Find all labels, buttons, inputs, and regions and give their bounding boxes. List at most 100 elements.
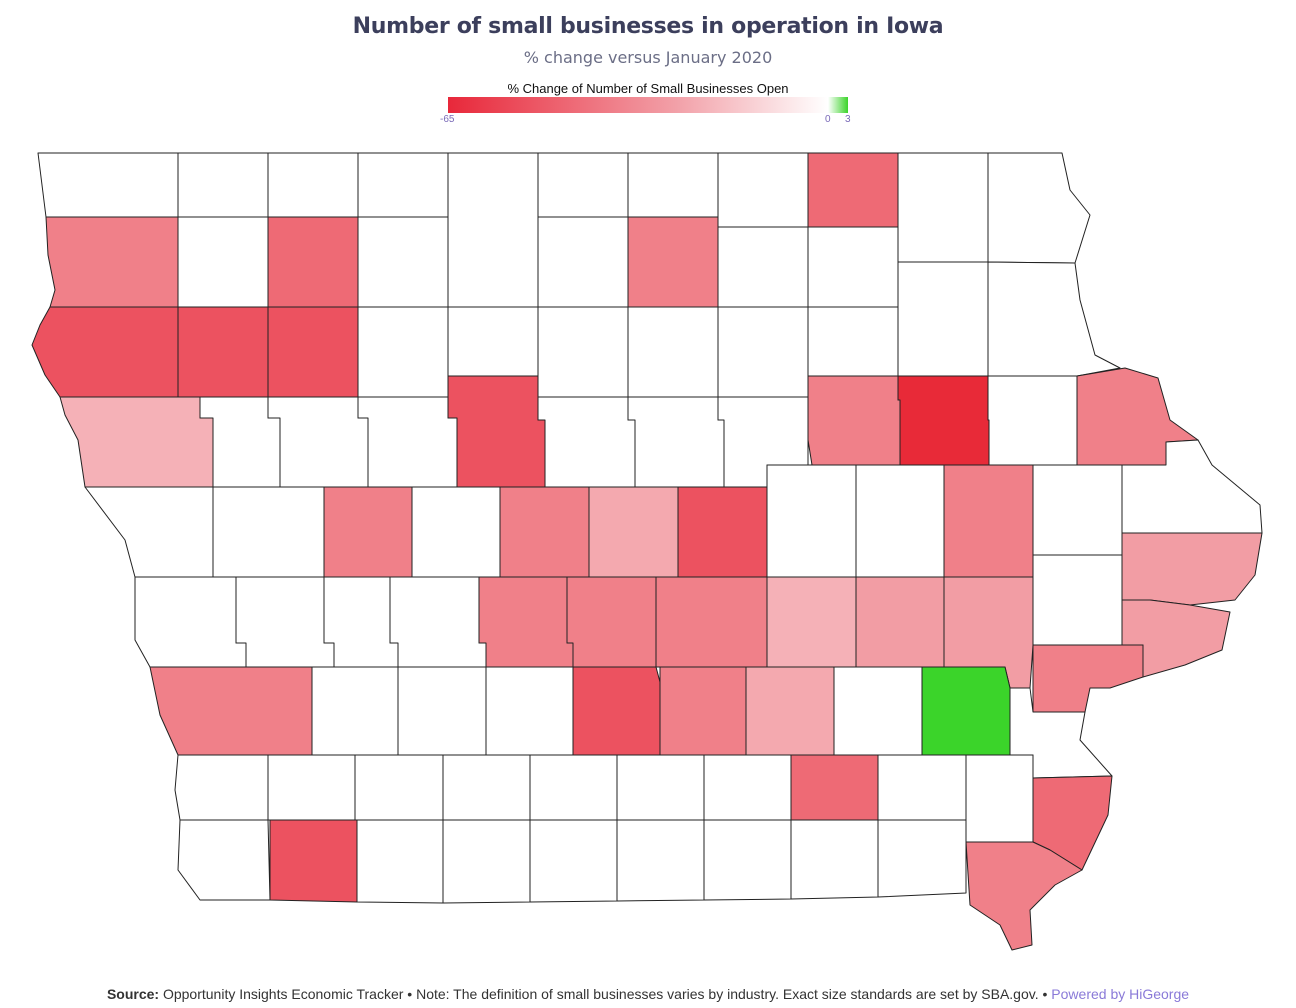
county: [1032, 644, 1144, 713]
county: [447, 152, 539, 308]
county: [703, 754, 792, 821]
county: [921, 666, 1011, 756]
legend-zero-label: 0: [825, 114, 831, 125]
county: [897, 375, 990, 466]
county: [235, 576, 335, 668]
county: [987, 261, 1121, 377]
county: [357, 396, 458, 488]
county: [807, 226, 899, 308]
county: [269, 819, 358, 903]
county: [411, 486, 501, 578]
county: [537, 216, 629, 308]
county: [357, 216, 449, 308]
county: [442, 819, 531, 904]
legend-negative-gradient: [448, 97, 828, 113]
county: [807, 306, 899, 377]
county: [537, 152, 629, 218]
legend-positive-gradient: [828, 97, 848, 113]
county: [174, 754, 269, 821]
county: [267, 306, 359, 398]
county: [588, 486, 679, 578]
county: [566, 576, 657, 668]
county: [790, 754, 879, 821]
color-legend-bar: [448, 97, 848, 113]
county: [267, 152, 359, 218]
county: [323, 576, 399, 668]
county: [855, 464, 945, 578]
county: [485, 666, 574, 756]
county: [134, 576, 247, 668]
county: [897, 261, 989, 377]
county: [1032, 464, 1123, 556]
county: [766, 576, 857, 668]
county: [877, 819, 967, 898]
county: [572, 666, 661, 756]
county: [745, 666, 835, 756]
county: [537, 396, 636, 488]
county: [766, 464, 857, 578]
county: [655, 576, 768, 668]
county: [965, 754, 1034, 843]
county: [84, 486, 214, 578]
county: [357, 152, 449, 218]
county: [659, 666, 747, 756]
county: [537, 306, 629, 398]
chart-subtitle: % change versus January 2020: [523, 48, 773, 67]
county: [45, 216, 179, 308]
county: [717, 306, 809, 398]
county: [31, 306, 179, 398]
county: [447, 306, 539, 377]
source-footer: Source: Opportunity Insights Economic Tr…: [0, 986, 1296, 1002]
county: [529, 819, 618, 903]
county: [311, 666, 399, 756]
legend-min-label: -65: [440, 114, 455, 125]
county: [616, 754, 705, 821]
county: [177, 306, 269, 398]
county: [616, 819, 705, 902]
legend-max-label: 3: [845, 114, 851, 125]
county: [357, 306, 449, 398]
county: [356, 819, 444, 904]
county: [354, 754, 444, 821]
county: [59, 396, 214, 488]
county: [529, 754, 618, 821]
county: [790, 819, 879, 900]
chart-title: Number of small businesses in operation …: [352, 14, 944, 39]
county: [627, 396, 725, 488]
county: [267, 216, 359, 308]
county: [478, 576, 574, 668]
county: [703, 819, 792, 901]
county: [807, 375, 901, 466]
county: [717, 152, 809, 228]
county: [717, 226, 809, 308]
county: [987, 375, 1078, 466]
county: [1121, 532, 1263, 606]
county: [442, 754, 531, 821]
county: [177, 152, 269, 218]
source-label: Source:: [106, 986, 160, 1002]
county: [677, 486, 768, 578]
legend-title: % Change of Number of Small Businesses O…: [507, 81, 789, 96]
county: [212, 486, 325, 578]
county: [267, 754, 356, 821]
county: [267, 396, 369, 488]
county: [965, 841, 1083, 951]
powered-by-link[interactable]: Powered by HiGeorge: [1051, 986, 1190, 1002]
county: [499, 486, 590, 578]
county: [987, 152, 1091, 264]
county: [627, 216, 719, 308]
county: [943, 464, 1034, 578]
county: [389, 576, 487, 668]
county: [877, 754, 967, 821]
county: [149, 666, 313, 756]
source-text: Opportunity Insights Economic Tracker • …: [159, 986, 1052, 1002]
iowa-county-map: [31, 152, 1263, 951]
county: [807, 152, 899, 228]
county: [897, 152, 989, 263]
county: [177, 216, 269, 308]
county: [177, 819, 271, 901]
county: [627, 152, 719, 218]
county: [627, 306, 719, 398]
county: [1032, 554, 1123, 646]
county: [323, 486, 413, 578]
